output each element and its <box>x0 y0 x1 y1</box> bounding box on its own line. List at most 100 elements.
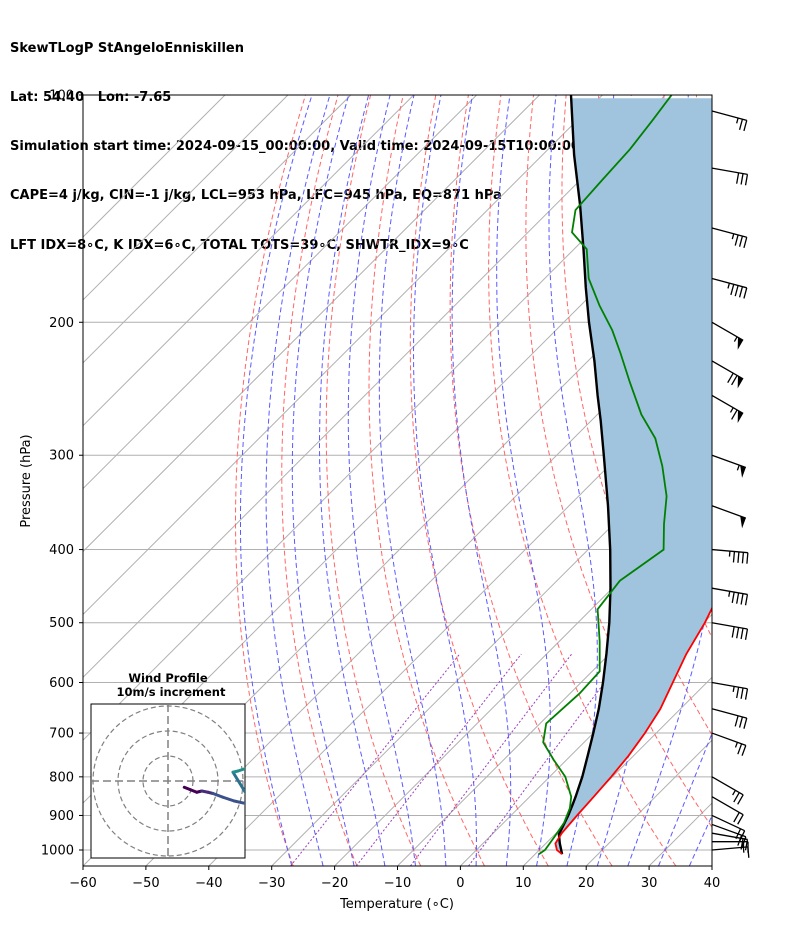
dry-adiabat <box>325 95 422 866</box>
moist-adiabat <box>347 95 416 866</box>
x-tick-label: 0 <box>456 876 464 891</box>
isotherm-line <box>83 95 415 427</box>
wind-barb <box>711 454 747 478</box>
hodograph-segment <box>296 759 301 760</box>
mixing-ratio-line <box>409 653 573 866</box>
hodograph-title: Wind Profile <box>128 671 208 685</box>
isotherm-line <box>208 362 712 866</box>
wind-barb <box>711 732 747 756</box>
wind-barb <box>711 110 748 132</box>
wind-barb <box>711 587 749 606</box>
wind-barb <box>711 708 748 729</box>
y-axis: 1000 900 800 700 600 500 400 300 200 100 <box>41 89 83 859</box>
y-tick-label: 100 <box>49 89 74 104</box>
hodograph-segment <box>221 795 236 803</box>
isotherm-line <box>83 95 666 679</box>
wind-barbs <box>711 110 750 858</box>
wind-barb <box>711 681 749 700</box>
hodograph-segment <box>311 757 316 758</box>
hodograph-segment <box>231 770 245 795</box>
x-tick-label: −30 <box>258 876 285 891</box>
isotherm-line <box>83 95 540 553</box>
cape-line: CAPE=4 j/kg, CIN=-1 j/kg, LCL=953 hPa, L… <box>10 188 502 204</box>
wind-barb <box>711 277 748 299</box>
x-tick-label: 10 <box>515 876 532 891</box>
dry-adiabat <box>235 95 306 866</box>
wind-barb <box>711 622 749 640</box>
hodograph-segment <box>211 792 225 799</box>
moist-adiabat <box>496 95 551 866</box>
hodograph-segment <box>244 767 245 770</box>
isotherm-line <box>711 865 712 866</box>
isotherm-line <box>522 676 712 866</box>
moist-adiabat <box>412 95 477 866</box>
wind-barb <box>711 227 748 249</box>
mixing-ratio-line <box>468 653 627 866</box>
wind-barb <box>711 167 749 186</box>
x-tick-label: 30 <box>641 876 658 891</box>
y-tick-label: 200 <box>49 316 74 331</box>
isotherm-line <box>83 95 477 490</box>
isotherm-line <box>271 424 712 866</box>
wind-barb <box>711 548 749 564</box>
cape-fill <box>555 98 712 855</box>
y-tick-label: 500 <box>49 616 74 631</box>
x-tick-label: −60 <box>69 876 96 891</box>
hodograph-segment <box>289 759 295 760</box>
isotherm-line <box>145 299 712 866</box>
wind-barb <box>711 505 747 529</box>
dry-adiabat <box>488 95 677 866</box>
moist-adiabat <box>451 95 512 866</box>
cape-area <box>555 98 712 855</box>
mixing-ratio-line <box>355 653 522 866</box>
moist-adiabat <box>291 95 355 866</box>
y-tick-label: 1000 <box>41 844 74 859</box>
moist-adiabat <box>319 95 386 866</box>
chart-header: SkewTLogP StAngeloEnniskillen Lat: 54.40… <box>10 8 603 270</box>
temperature-line <box>554 606 712 855</box>
x-tick-label: −40 <box>195 876 222 891</box>
dry-adiabat <box>449 95 613 866</box>
location-line: Lat: 54.40 Lon: -7.65 <box>10 90 172 106</box>
dry-adiabat <box>762 95 794 866</box>
wind-barb <box>711 360 744 389</box>
isotherm-line <box>397 550 712 866</box>
y-tick-label: 700 <box>49 727 74 742</box>
hodograph-segment <box>283 760 289 761</box>
hodograph-segment <box>244 802 245 805</box>
moist-adiabat <box>265 95 331 866</box>
x-tick-label: −50 <box>132 876 159 891</box>
y-tick-label: 600 <box>49 676 74 691</box>
isotherm-line <box>83 95 226 238</box>
moist-adiabat <box>378 95 447 866</box>
wind-barb <box>711 321 744 350</box>
moist-adiabat <box>240 95 313 866</box>
hodograph-segment <box>306 757 311 758</box>
y-tick-label: 800 <box>49 770 74 785</box>
isotherm-line <box>83 95 603 616</box>
wind-barb <box>711 814 746 841</box>
hodograph-segment <box>321 756 325 757</box>
wind-barb <box>711 394 744 423</box>
x-tick-label: −20 <box>321 876 348 891</box>
wind-barb <box>711 776 744 805</box>
isotherm-line <box>334 487 712 866</box>
moist-adiabat <box>548 95 598 866</box>
moist-adiabat <box>720 95 794 866</box>
chart-title: SkewTLogP StAngeloEnniskillen <box>10 40 244 56</box>
wind-barb <box>711 796 744 825</box>
x-axis-label: Temperature (∘C) <box>339 897 454 912</box>
wind-barb <box>711 846 750 858</box>
x-tick-label: −10 <box>384 876 411 891</box>
dewpoint-line <box>538 95 673 855</box>
x-tick-label: 20 <box>578 876 595 891</box>
dry-adiabat <box>525 95 712 828</box>
mixing-ratio-line <box>290 653 461 866</box>
dry-adiabat <box>281 95 358 866</box>
profile-lines <box>538 95 712 855</box>
hodograph-segment <box>232 799 245 805</box>
hodograph-subtitle: 10m/s increment <box>117 685 226 699</box>
dry-adiabat <box>409 95 549 866</box>
